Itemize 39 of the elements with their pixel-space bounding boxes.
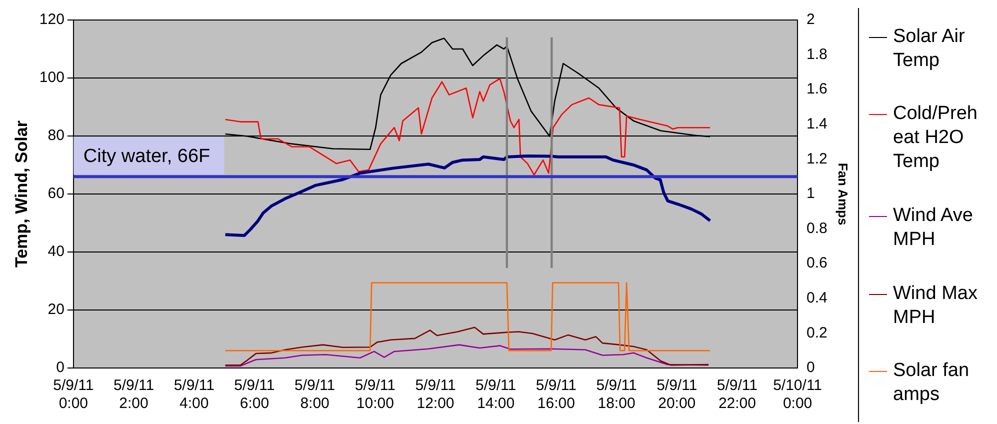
y2-tick-label: 0.6 — [806, 254, 828, 272]
x-tick-label: 5/9/11 4:00 — [174, 377, 214, 412]
x-tick-label: 5/9/11 8:00 — [294, 377, 336, 412]
legend-label: Wind Ave MPH — [893, 204, 974, 252]
x-tick-label: 5/9/11 2:00 — [113, 377, 154, 412]
ref-line-label: City water, 66F — [83, 146, 210, 167]
y-tick-label: 80 — [48, 127, 64, 144]
y2-axis-title: Fan Amps — [836, 162, 851, 226]
x-tick-label: 5/9/11 20:00 — [656, 377, 698, 412]
y-axis-title: Temp, Wind, Solar — [12, 120, 31, 268]
x-tick-label: 5/9/11 18:00 — [596, 377, 637, 412]
x-tick-label: 5/9/11 22:00 — [716, 377, 758, 412]
y2-tick-label: 1.8 — [806, 46, 828, 63]
legend-label: Wind Max MPH — [893, 282, 978, 330]
y-tick-label: 60 — [48, 185, 64, 202]
y-tick-label: 40 — [48, 243, 64, 260]
y2-tick-label: 0 — [806, 359, 815, 376]
y2-tick-label: 0.8 — [806, 220, 828, 237]
y2-tick-label: 0.4 — [806, 290, 828, 307]
x-tick-label: 5/9/11 6:00 — [234, 377, 275, 412]
y-tick-label: 120 — [39, 11, 64, 28]
y2-tick-label: 1.2 — [806, 150, 828, 168]
x-tick-label: 5/9/11 16:00 — [536, 377, 576, 412]
x-tick-label: 5/9/11 0:00 — [53, 377, 94, 412]
x-tick-label: 5/9/11 12:00 — [415, 377, 456, 412]
x-tick-label: 5/10/11 0:00 — [773, 377, 822, 412]
y-tick-label: 20 — [48, 301, 64, 318]
x-tick-label: 5/9/11 14:00 — [476, 377, 516, 412]
y2-tick-label: 1 — [806, 185, 815, 202]
y2-tick-label: 0.2 — [806, 324, 828, 342]
legend-label: Solar fan amps — [893, 359, 970, 408]
x-tick-label: 5/9/11 10:00 — [354, 377, 396, 412]
y-tick-label: 0 — [56, 359, 64, 376]
y2-tick-label: 1.4 — [806, 116, 828, 133]
legend-label: Cold/Preheat H2O Temp — [893, 102, 978, 174]
y2-tick-label: 1.6 — [806, 80, 828, 98]
y-tick-label: 100 — [39, 69, 64, 86]
legend-label: Solar Air Temp — [893, 24, 966, 73]
y2-tick-label: 2 — [806, 11, 815, 28]
